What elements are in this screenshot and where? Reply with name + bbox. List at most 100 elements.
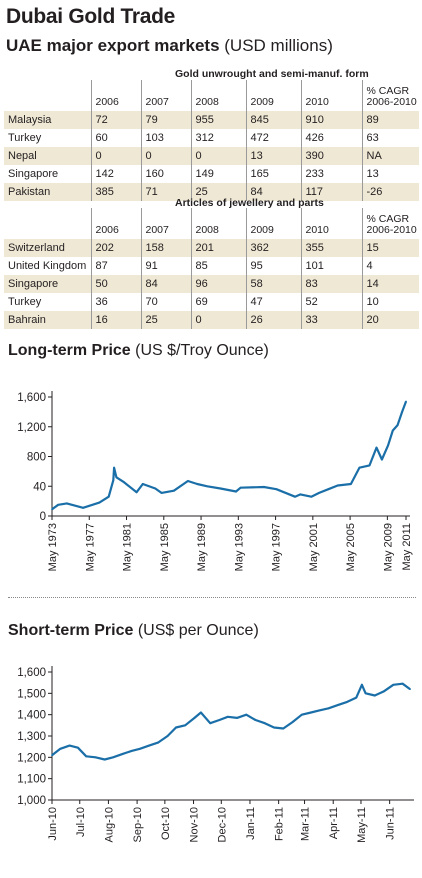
data-point [235,490,237,493]
y-tick-label: 0 [40,511,46,523]
country-cell: Switzerland [4,239,91,257]
data-point [239,486,242,489]
y-tick-label: 1,600 [17,667,46,679]
data-point [318,492,320,494]
data-point [173,489,175,492]
data-point [154,487,157,490]
data-point [196,483,199,485]
value-cell: 160 [140,165,191,183]
data-point [300,713,303,716]
data-point [327,488,330,491]
data-point [148,744,151,747]
value-cell: 426 [300,129,362,147]
x-tick-label: Aug-10 [103,807,115,842]
x-tick-label: Jan-11 [245,807,257,840]
y-tick-label: 1,000 [17,795,46,807]
y-tick-label: 1,500 [17,688,46,700]
x-tick-label: Nov-10 [189,807,201,842]
data-point [166,735,169,737]
value-cell: 25 [190,183,246,201]
country-cell: Singapore [8,168,59,180]
data-point [51,754,53,757]
value-cell: 955 [190,111,246,129]
table-row: Bahrain 16 25 0 26 33 20 [4,311,419,329]
data-point [122,480,125,483]
x-tick-label: May 2001 [308,523,320,571]
value-cell: 16 [90,311,141,329]
country-header [4,208,91,239]
value-cell: 117 [300,183,362,201]
table-row: Malaysia 72 79 955 845 910 89 [4,111,419,129]
value-cell: 165 [245,165,301,183]
long-term-unit: (US $/Troy Ounce) [135,342,269,359]
x-tick-label: Oct-10 [160,807,172,840]
value-cell: 84 [140,275,191,293]
y-tick-label: 1,200 [17,422,46,434]
value-cell: 312 [190,129,246,147]
y-tick-label: 1,400 [17,710,46,722]
price-line [51,682,411,761]
data-point [381,458,383,461]
value-cell: 390 [300,147,362,165]
data-point [310,495,313,498]
data-point [310,711,312,714]
data-point [107,495,110,498]
value-cell: 36 [90,293,141,311]
value-cell: 71 [140,183,191,201]
value-cell: 201 [190,239,246,257]
table-row: Switzerland 202 158 201 362 355 15 [4,239,419,257]
value-cell: 202 [90,239,141,257]
y-tick-label: 1,300 [17,731,46,743]
x-tick-label: May 2005 [345,523,357,571]
value-cell: 87 [90,257,141,275]
data-point [135,491,138,494]
cagr-cell: -26 [361,183,419,201]
cagr-cell: 14 [361,275,419,293]
table-row: United Kingdom 87 91 85 95 101 4 [4,257,419,275]
value-cell: 103 [140,129,191,147]
column-header: 2006 [90,208,141,239]
x-tick-label: Sep-10 [132,807,144,842]
value-cell: 910 [300,111,362,129]
table2-section-title: Articles of jewellery and parts [175,197,324,209]
cagr-header-line2: 2006-2010 [366,224,417,236]
cagr-header-line1: % CAGR [366,213,410,225]
country-header [4,80,91,111]
value-cell: 26 [245,311,301,329]
y-tick-label: 40 [33,481,46,493]
data-point [85,755,88,758]
data-point [336,704,339,706]
data-point [336,484,339,487]
table-header-row: 2006 2007 2008 2009 2010 % CAGR 2006-2010 [4,80,419,111]
value-cell: 70 [140,293,191,311]
subtitle-main: UAE major export markets [6,36,220,55]
value-cell: 69 [190,293,246,311]
data-point [294,495,296,498]
x-tick-label: Apr-11 [328,807,340,839]
table-row: Pakistan 385 71 25 84 117 -26 [4,183,419,201]
table1-section-title: Gold unwrought and semi-manuf. form [175,68,369,80]
cagr-cell: 4 [361,257,419,275]
short-term-unit: (US$ per Ounce) [137,622,259,639]
data-point [361,683,363,686]
value-cell: 50 [90,275,141,293]
value-cell: 362 [245,239,301,257]
country-cell: United Kingdom [8,260,87,272]
data-point [94,756,97,759]
value-cell: 472 [245,129,301,147]
data-point [130,750,133,752]
data-point [327,707,330,710]
data-point [82,506,84,509]
data-point [355,696,358,699]
data-point [275,488,278,491]
data-point [206,485,209,488]
page-title: Dubai Gold Trade [6,5,176,28]
cagr-header: % CAGR 2006-2010 [361,80,419,111]
data-point [57,503,60,506]
cagr-cell: 63 [361,129,419,147]
subtitle-unit: (USD millions) [224,36,333,55]
price-line [51,401,408,511]
data-point [219,487,222,490]
data-point [368,464,371,467]
cagr-header-line2: 2006-2010 [366,96,417,108]
